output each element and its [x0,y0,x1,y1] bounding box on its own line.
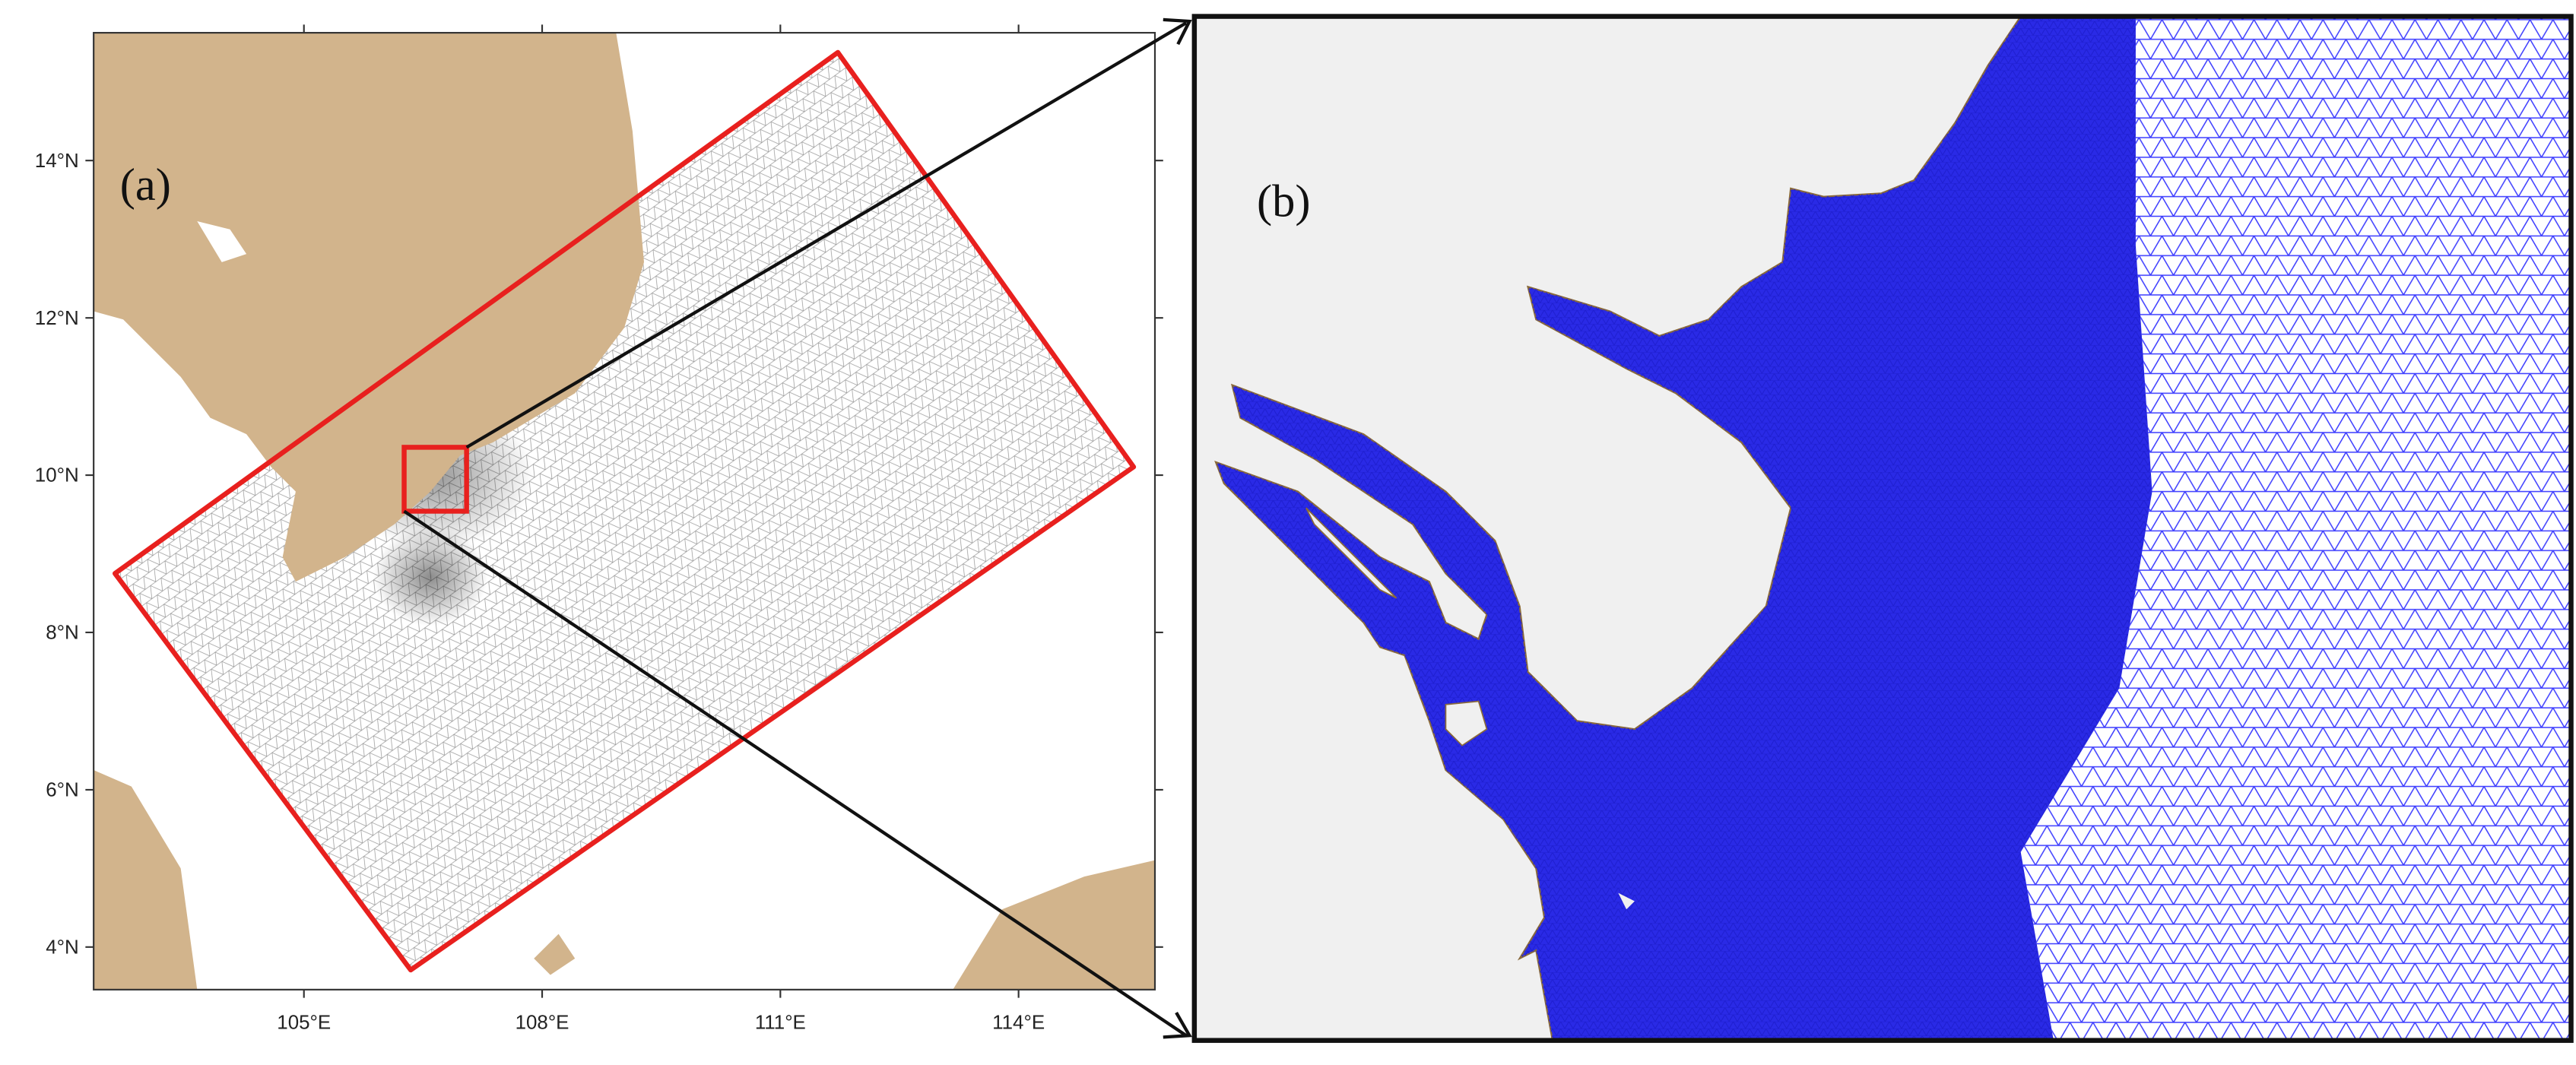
x-tick-label: 108°E [516,1013,569,1034]
x-tick-label: 105°E [277,1013,331,1034]
land [953,860,1155,990]
y-tick-label: 12°N [35,308,79,329]
land [94,33,644,582]
mesh-domain [115,52,1134,970]
model-boundary [113,49,1137,973]
zoom-box [401,445,469,514]
y-tick-label: 8°N [46,623,78,644]
y-tick-label: 6°N [46,780,78,801]
y-tick-label: 4°N [46,937,78,958]
ticks-a [85,24,1163,998]
land [94,770,198,990]
panel-label: (b) [1257,176,1311,227]
panel-label: (a) [120,160,171,211]
frame-b [1191,14,2574,1043]
map-a [94,33,1155,990]
frame-a [93,32,1156,991]
x-tick-label: 114°E [992,1013,1045,1034]
y-tick-label: 10°N [35,465,79,487]
lake [197,220,247,262]
connectors [403,17,1192,1039]
y-tick-label: 14°N [35,151,79,172]
map-b [1194,16,2571,1041]
land [534,933,576,975]
x-tick-label: 111°E [755,1013,806,1034]
